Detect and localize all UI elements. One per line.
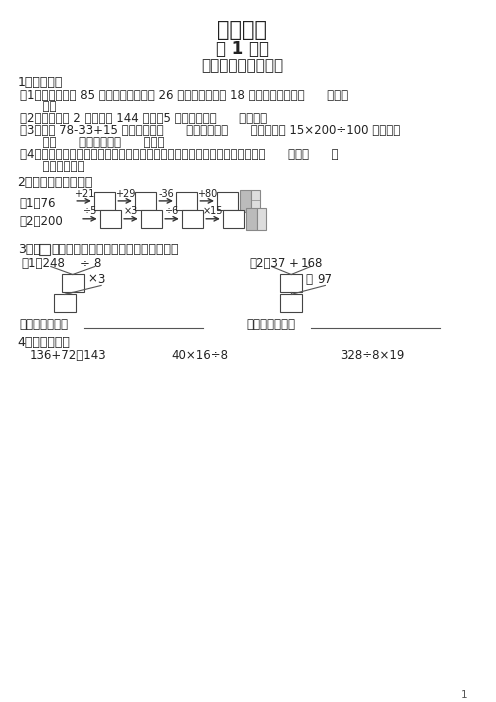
Bar bbox=[257, 208, 266, 230]
Bar bbox=[241, 190, 251, 212]
Text: 136+72－143: 136+72－143 bbox=[29, 349, 106, 362]
Text: 328÷8×19: 328÷8×19 bbox=[340, 349, 404, 362]
Text: 算（      ）法，再算（      ）法。: 算（ ）法，再算（ ）法。 bbox=[19, 136, 164, 150]
Bar bbox=[280, 274, 302, 293]
Text: ÷6: ÷6 bbox=[165, 206, 179, 216]
Text: 8: 8 bbox=[93, 257, 100, 270]
Text: 40×16÷8: 40×16÷8 bbox=[171, 349, 228, 362]
Bar bbox=[176, 192, 197, 210]
Text: 168: 168 bbox=[301, 257, 323, 270]
Bar bbox=[100, 210, 121, 227]
Bar bbox=[182, 210, 203, 227]
Text: ÷5: ÷5 bbox=[83, 206, 97, 216]
Bar bbox=[62, 274, 83, 293]
Bar bbox=[141, 210, 162, 227]
Text: +29: +29 bbox=[115, 189, 135, 199]
Bar bbox=[39, 244, 50, 255]
Text: 1、填一填。: 1、填一填。 bbox=[17, 76, 63, 88]
Text: 加减、乘除混合运算: 加减、乘除混合运算 bbox=[201, 58, 283, 73]
Bar bbox=[94, 192, 115, 210]
Text: 97: 97 bbox=[317, 272, 332, 286]
Text: 的顺序计算。: 的顺序计算。 bbox=[19, 160, 84, 173]
Text: -36: -36 bbox=[158, 189, 174, 199]
Text: ÷: ÷ bbox=[80, 257, 90, 270]
Text: 四则运算: 四则运算 bbox=[217, 20, 267, 40]
Text: 1: 1 bbox=[461, 690, 467, 700]
Text: +21: +21 bbox=[74, 189, 94, 199]
Text: （2）37: （2）37 bbox=[249, 257, 286, 270]
Text: 3: 3 bbox=[97, 272, 105, 286]
Bar bbox=[280, 294, 302, 312]
Text: 2、比一比，谁最快。: 2、比一比，谁最快。 bbox=[17, 176, 93, 189]
Text: 列出综合算式：: 列出综合算式： bbox=[246, 318, 295, 331]
Bar bbox=[217, 192, 239, 210]
Text: +: + bbox=[289, 257, 299, 270]
Text: （1）食品超市有 85 箱饮料，上午卖出 26 箱，下午又运来 18 箱，超市现在有（      ）箱饮: （1）食品超市有 85 箱饮料，上午卖出 26 箱，下午又运来 18 箱，超市现… bbox=[19, 88, 348, 102]
Text: ×: × bbox=[87, 272, 97, 286]
Text: （4）在没有括号的算式里，如果只有加、减法或者只有乘、除法，都要按从（      ）往（      ）: （4）在没有括号的算式里，如果只有加、减法或者只有乘、除法，都要按从（ ）往（ … bbox=[19, 148, 338, 161]
Text: 料。: 料。 bbox=[19, 100, 56, 114]
Text: ×15: ×15 bbox=[203, 206, 223, 216]
Bar bbox=[251, 190, 260, 212]
Text: （2）200: （2）200 bbox=[19, 215, 63, 228]
Text: （1）76: （1）76 bbox=[19, 197, 56, 210]
Bar bbox=[223, 210, 244, 227]
Text: 3、在: 3、在 bbox=[17, 243, 41, 256]
Text: 4、脱式计算。: 4、脱式计算。 bbox=[17, 336, 70, 349]
Text: （1）248: （1）248 bbox=[21, 257, 65, 270]
Text: 列出综合算式：: 列出综合算式： bbox=[19, 318, 68, 331]
Text: 里填上适当的数，然后列出综合算式。: 里填上适当的数，然后列出综合算式。 bbox=[52, 243, 179, 256]
Text: －: － bbox=[306, 272, 313, 286]
Text: ×3: ×3 bbox=[124, 206, 138, 216]
Text: （3）计算 78-33+15 时，要先算（      ）法，再算（      ）法，计算 15×200÷100 时，要先: （3）计算 78-33+15 时，要先算（ ）法，再算（ ）法，计算 15×20… bbox=[19, 124, 400, 138]
Text: （2）一辆轿车 2 小时行驶 144 千米，5 小时能行驶（      ）千米。: （2）一辆轿车 2 小时行驶 144 千米，5 小时能行驶（ ）千米。 bbox=[19, 112, 267, 126]
Bar bbox=[54, 294, 76, 312]
Bar bbox=[246, 208, 257, 230]
Bar bbox=[135, 192, 156, 210]
Text: +80: +80 bbox=[197, 189, 217, 199]
Text: 第 1 课时: 第 1 课时 bbox=[216, 40, 269, 58]
